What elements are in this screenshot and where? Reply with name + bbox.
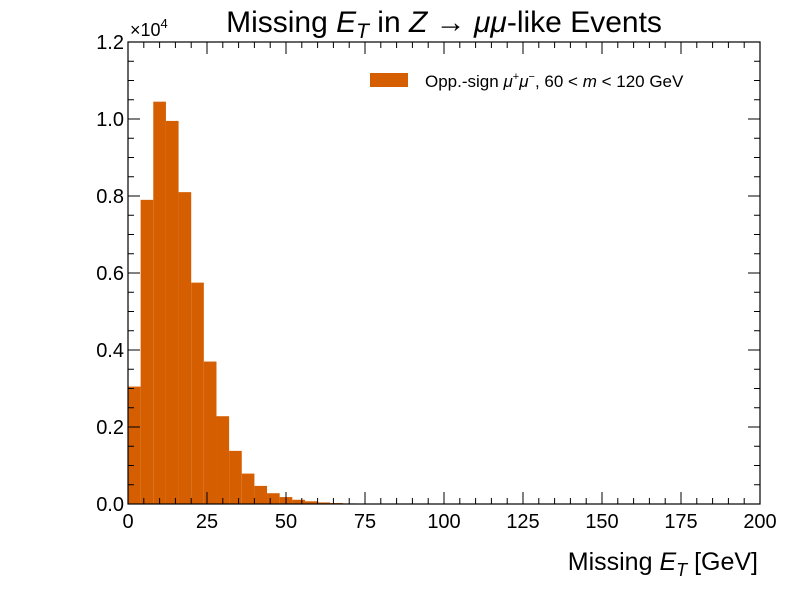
x-tick-label: 75 [354, 511, 376, 533]
histogram-bar [203, 361, 217, 504]
histogram-bar [241, 473, 255, 504]
histogram-bar [128, 386, 141, 504]
histogram-bar [267, 493, 280, 504]
x-tick-label: 50 [275, 511, 297, 533]
x-axis-label: Missing ET [GeV] [568, 548, 758, 580]
x-tick-label: 25 [196, 511, 218, 533]
y-tick-label: 0.2 [96, 417, 124, 439]
histogram-bar [140, 199, 154, 504]
histogram-bar [178, 192, 192, 504]
x-tick-label: 200 [743, 511, 776, 533]
histogram-bar [229, 450, 242, 504]
legend-swatch [370, 73, 408, 87]
y-tick-label: 0.8 [96, 186, 124, 208]
histogram-bar [254, 485, 268, 504]
x-tick-label: 175 [664, 511, 697, 533]
y-tick-label: 0.4 [96, 340, 124, 362]
histogram-bar [292, 499, 305, 504]
x-tick-label: 150 [585, 511, 618, 533]
y-tick-label: 0.6 [96, 263, 124, 285]
y-tick-label: 1.2 [96, 32, 124, 54]
histogram-bar [317, 502, 331, 504]
y-tick-labels: 0.0 0.2 0.4 0.6 0.8 1.0 1.2 [96, 32, 124, 516]
histogram-bar [304, 501, 318, 504]
x-tick-label: 0 [122, 511, 133, 533]
axis-ticks [127, 41, 761, 505]
x-tick-labels: 0 25 50 75 100 125 150 175 200 [122, 511, 776, 533]
y-multiplier: ×104 [130, 16, 168, 40]
histogram-bars [128, 101, 457, 505]
chart-title: Missing ET in Z → μμ-like Events [226, 6, 662, 43]
histogram-bar [216, 416, 230, 504]
histogram-bar [153, 101, 166, 505]
histogram-bar [165, 120, 179, 505]
histogram-bar [191, 282, 204, 504]
x-tick-label: 125 [506, 511, 539, 533]
legend-label: Opp.-sign μ+μ−, 60 < m < 120 GeV [425, 71, 684, 91]
y-tick-label: 1.0 [96, 109, 124, 131]
legend: Opp.-sign μ+μ−, 60 < m < 120 GeV [370, 71, 684, 91]
y-tick-label: 0.0 [96, 494, 124, 516]
x-tick-label: 100 [427, 511, 460, 533]
